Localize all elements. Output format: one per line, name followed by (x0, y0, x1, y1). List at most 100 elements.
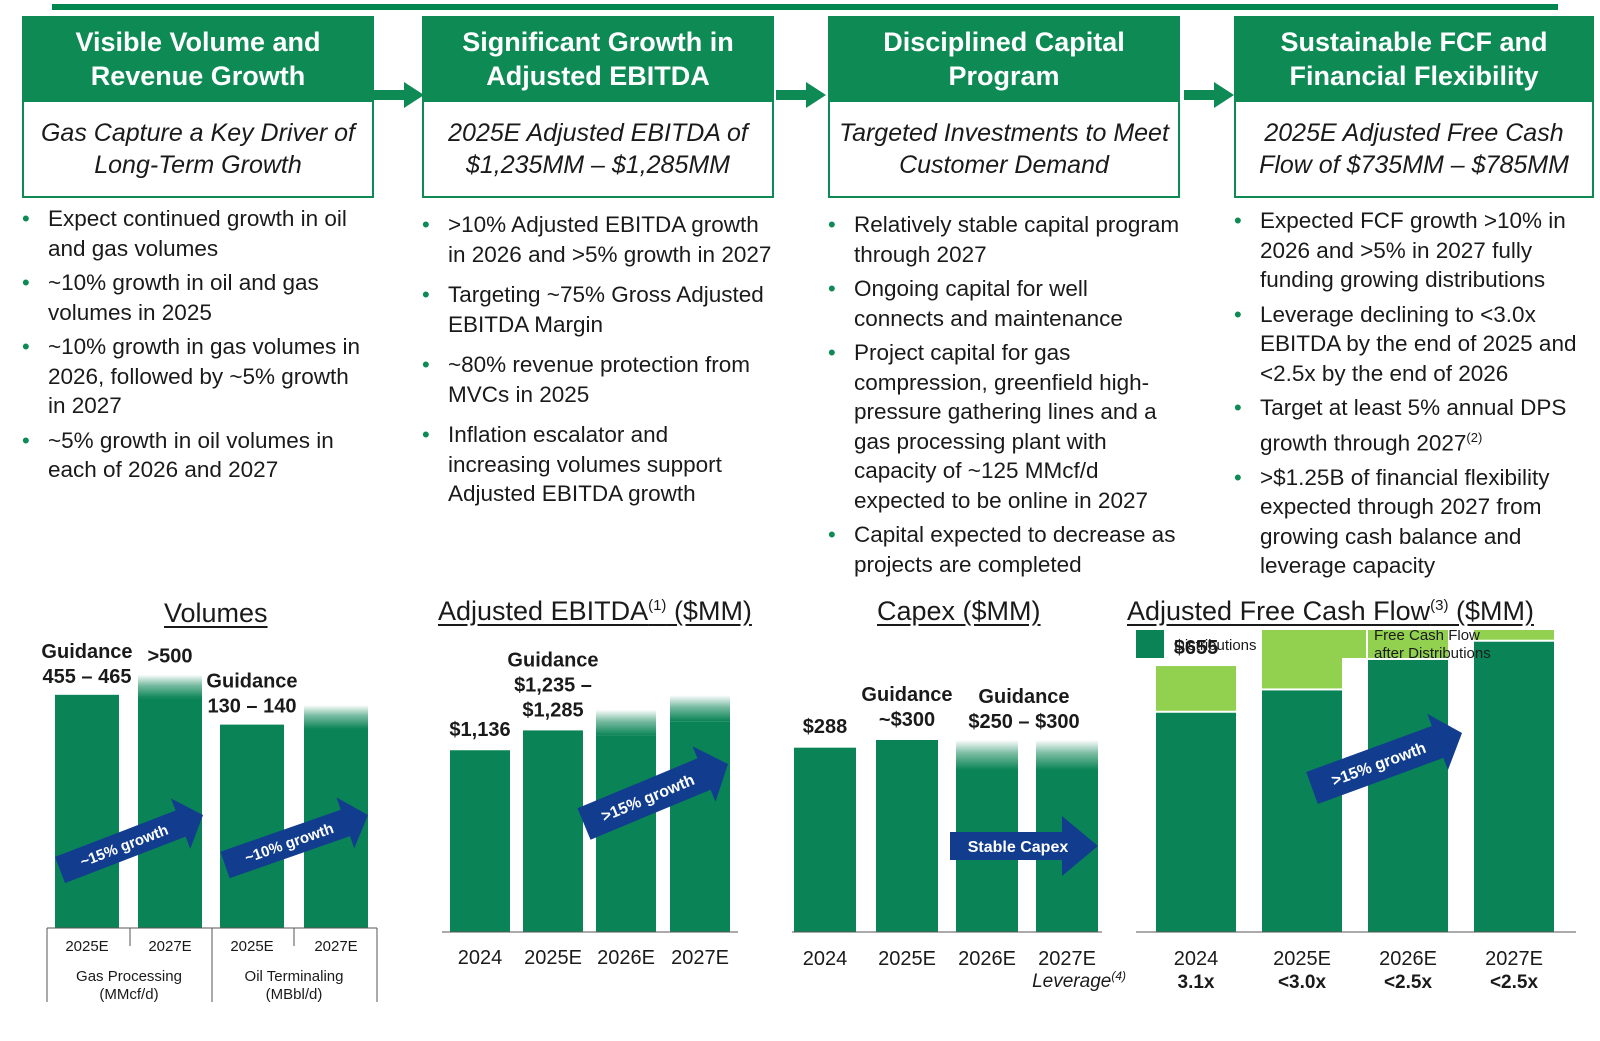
category-label: 2025E (878, 948, 936, 970)
category-label: 2025E (65, 938, 108, 955)
bar (794, 747, 856, 932)
chart-ebitda: $1,136 2024 Guidance $1,235 – $1,285 2025E 202… (442, 649, 738, 969)
category-label: 2024 (458, 947, 503, 969)
legend-swatch-distributions (1136, 630, 1164, 658)
category-label: 2025E (1273, 948, 1331, 970)
bullet-item: Expect continued growth in oil and gas v… (22, 204, 370, 263)
bar-fcf (1474, 630, 1554, 640)
category-label: 2025E (230, 938, 273, 955)
data-label: $250 – $300 (968, 711, 1079, 733)
bar-fade (1036, 740, 1098, 770)
category-label: 2027E (148, 938, 191, 955)
legend-label: Free Cash Flow (1374, 630, 1480, 644)
bar-fcf (1262, 630, 1342, 689)
axis-lines (46, 927, 378, 1002)
data-label: Guidance (861, 684, 952, 706)
bullet-item: Expected FCF growth >10% in 2026 and >5%… (1234, 206, 1594, 295)
chart-title-fcf: Adjusted Free Cash Flow(3) ($MM) (1127, 596, 1534, 627)
column-subheader: 2025E Adjusted Free Cash Flow of $735MM … (1234, 102, 1594, 198)
arrow-label: Stable Capex (968, 839, 1069, 856)
category-label: 2024 (1174, 948, 1219, 970)
bullet-item: >10% Adjusted EBITDA growth in 2026 and … (422, 210, 772, 269)
bar (596, 735, 656, 932)
column-ebitda-growth: Significant Growth in Adjusted EBITDA 20… (422, 16, 774, 514)
legend-label: after Distributions (1374, 645, 1491, 662)
data-label: 455 – 465 (43, 666, 132, 688)
column-capital-program: Disciplined Capital Program Targeted Inv… (828, 16, 1180, 584)
bullet-list: Relatively stable capital program throug… (828, 210, 1180, 579)
data-label: >500 (147, 646, 192, 668)
flow-arrow-icon (374, 82, 424, 108)
flow-arrow-icon (776, 82, 826, 108)
bullet-item: Capital expected to decrease as projects… (828, 520, 1180, 579)
chart-title-volumes: Volumes (164, 598, 268, 628)
chart-title-text: Adjusted EBITDA (438, 596, 649, 626)
stable-capex-arrow: Stable Capex (950, 816, 1098, 876)
bullet-item: ~10% growth in gas volumes in 2026, foll… (22, 332, 370, 421)
chart-title-unit: ($MM) (1448, 596, 1534, 626)
data-label: $1,136 (449, 719, 510, 741)
data-label: $655 (1174, 637, 1219, 659)
data-label: Guidance (206, 671, 297, 693)
growth-arrow-shape (1306, 713, 1462, 804)
data-label: Guidance (507, 649, 598, 671)
bar-fcf (1368, 630, 1448, 658)
data-label: $1,235 – (514, 674, 592, 696)
column-header: Significant Growth in Adjusted EBITDA (422, 16, 774, 102)
column-subheader: Targeted Investments to Meet Customer De… (828, 102, 1180, 198)
bar-fade (956, 740, 1018, 770)
bullet-item: ~10% growth in oil and gas volumes in 20… (22, 268, 370, 327)
bar-distributions (1262, 690, 1342, 932)
flow-arrow-icon (1184, 82, 1234, 108)
leverage-value: <2.5x (1490, 972, 1539, 993)
bar-fade (670, 695, 730, 722)
column-header: Visible Volume and Revenue Growth (22, 16, 374, 102)
category-label: 2027E (314, 938, 357, 955)
data-label: 130 – 140 (208, 696, 297, 718)
bar-fade (138, 674, 202, 699)
leverage-value: <2.5x (1384, 972, 1433, 993)
category-label: 2027E (671, 947, 729, 969)
growth-arrow-shape (220, 797, 368, 879)
column-subheader: Gas Capture a Key Driver of Long-Term Gr… (22, 102, 374, 198)
column-subheader: 2025E Adjusted EBITDA of $1,235MM – $1,2… (422, 102, 774, 198)
bar-fade (596, 709, 656, 736)
chart-volumes: Guidance 455 – 465 2025E >500 2027E Gas Proce… (41, 641, 378, 1003)
bullet-list: Expect continued growth in oil and gas v… (22, 204, 374, 485)
growth-arrow-shape (577, 746, 728, 840)
legend-swatch-fcf (1338, 630, 1366, 658)
data-label: $1,285 (522, 699, 583, 721)
category-label: 2027E (1038, 948, 1096, 970)
leverage-value: 3.1x (1178, 972, 1215, 993)
footnote-marker: (2) (1466, 429, 1483, 445)
bar-fcf (1156, 666, 1236, 711)
footnote-marker: (3) (1430, 597, 1449, 614)
leverage-value: <3.0x (1278, 972, 1327, 993)
bar-distributions (1368, 659, 1448, 932)
bullet-item: Inflation escalator and increasing volum… (422, 420, 772, 509)
bullet-item: Ongoing capital for well connects and ma… (828, 274, 1180, 333)
group-label: Gas Processing (76, 968, 182, 985)
leverage-label: Leverage(4) (1032, 969, 1126, 992)
column-fcf-flexibility: Sustainable FCF and Financial Flexibilit… (1234, 16, 1594, 586)
data-label: ~$300 (879, 709, 935, 731)
data-label: $288 (803, 716, 848, 738)
chart-title-text: Adjusted Free Cash Flow (1127, 596, 1431, 626)
chart-title-ebitda: Adjusted EBITDA(1) ($MM) (438, 596, 752, 627)
category-label: 2026E (958, 948, 1016, 970)
category-label: 2026E (1379, 948, 1437, 970)
growth-arrow-shape (54, 798, 203, 884)
category-label: 2026E (597, 947, 655, 969)
bar (220, 724, 284, 928)
bullet-text: Target at least 5% annual DPS growth thr… (1260, 395, 1567, 455)
bullet-item: Target at least 5% annual DPS growth thr… (1234, 393, 1594, 458)
bar-distributions (1474, 641, 1554, 932)
bullet-item: Targeting ~75% Gross Adjusted EBITDA Mar… (422, 280, 772, 339)
legend-label: Distributions (1174, 637, 1257, 654)
arrow-shape (950, 816, 1098, 876)
data-label: Guidance (41, 641, 132, 663)
category-label: 2024 (803, 948, 848, 970)
column-header: Sustainable FCF and Financial Flexibilit… (1234, 16, 1594, 102)
chart-title-unit: ($MM) (666, 596, 752, 626)
